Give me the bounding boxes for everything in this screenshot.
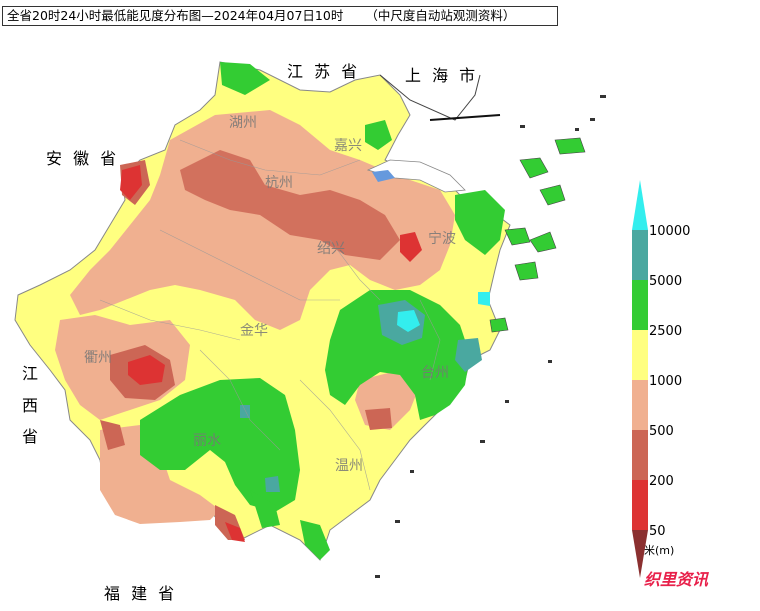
zone-200-500-a <box>180 150 400 260</box>
source-note: （中尺度自动站观测资料） <box>365 8 516 23</box>
zone-50-200-b <box>128 355 165 385</box>
city-lishui: 丽水 <box>193 433 221 449</box>
small-islets <box>375 95 606 578</box>
label-jiangxi-1: 江 <box>22 364 42 383</box>
legend-swatch-2500-5000 <box>632 280 648 330</box>
zone-5000-10000-d <box>240 405 250 418</box>
zone-2500-5000-sw <box>250 490 280 528</box>
legend-swatch-200-500 <box>632 430 648 480</box>
legend-swatch-5000-10000 <box>632 230 648 280</box>
label-shanghai: 上 海 市 <box>405 66 479 85</box>
legend-label-50: 50 <box>649 524 666 539</box>
city-quzhou: 衢州 <box>84 350 112 366</box>
label-jiangxi-2: 西 <box>22 396 42 415</box>
zone-2500-5000-ne <box>455 190 505 255</box>
legend-colorbar <box>632 180 648 578</box>
legend-swatch-1000-2500 <box>632 330 648 380</box>
zone-200-500-d <box>100 420 125 450</box>
shanghai-coast <box>379 74 481 121</box>
city-jiaxing: 嘉兴 <box>334 138 362 154</box>
hangzhou-bay <box>366 159 466 193</box>
city-huzhou: 湖州 <box>229 115 257 131</box>
legend-label-500: 500 <box>649 424 674 439</box>
shanghai-coast-dark <box>429 114 501 121</box>
zone-5000-10000-c <box>265 476 280 492</box>
zone-above-10000-b <box>478 292 490 306</box>
city-shaoxing: 绍兴 <box>317 241 345 257</box>
lake-marker <box>372 170 395 182</box>
zone-2500-5000-se <box>300 520 330 560</box>
zone-50-200-a <box>120 165 142 200</box>
zone-2500-5000-jiaxing <box>365 120 392 150</box>
zone-50-200-d <box>225 522 245 542</box>
city-jinhua: 金华 <box>240 323 268 339</box>
legend-swatch-500-1000 <box>632 380 648 430</box>
city-boundaries <box>99 139 441 491</box>
legend-label-200: 200 <box>649 474 674 489</box>
zone-5000-10000-b <box>455 338 482 372</box>
legend-swatch-50-200 <box>632 480 648 530</box>
zone-50-200-c <box>400 232 422 262</box>
city-taizhou: 台州 <box>421 365 449 381</box>
zone-2500-5000-east <box>325 290 470 420</box>
city-ningbo: 宁波 <box>428 231 456 247</box>
zone-500-1000-north <box>70 110 455 330</box>
legend-label-10000: 10000 <box>649 224 691 239</box>
watermark-logo: 织里资讯 <box>644 570 709 589</box>
islands <box>489 137 586 333</box>
zone-200-500-f <box>365 408 392 430</box>
zone-2500-5000-central <box>140 378 300 512</box>
legend-label-5000: 5000 <box>649 274 683 289</box>
city-hangzhou: 杭州 <box>265 175 293 191</box>
legend-arrow-top <box>632 180 648 230</box>
legend-label-1000: 1000 <box>649 374 683 389</box>
legend-arrow-bottom <box>632 530 648 578</box>
label-jiangxi-3: 省 <box>22 427 42 446</box>
city-wenzhou: 温州 <box>335 458 363 474</box>
legend-label-2500: 2500 <box>649 324 683 339</box>
zone-above-10000 <box>397 310 420 332</box>
zone-2500-5000-north <box>220 62 270 95</box>
map-title: 全省20时24小时最低能见度分布图—2024年04月07日10时 （中尺度自动站观… <box>2 6 558 26</box>
label-fujian: 福 建 省 <box>104 584 178 603</box>
zone-500-1000-south <box>100 425 220 524</box>
label-anhui: 安 徽 省 <box>46 149 120 168</box>
legend-unit: 米(m) <box>644 544 675 557</box>
label-jiangsu: 江 苏 省 <box>287 62 361 81</box>
title-text: 全省20时24小时最低能见度分布图—2024年04月07日10时 <box>7 8 344 23</box>
